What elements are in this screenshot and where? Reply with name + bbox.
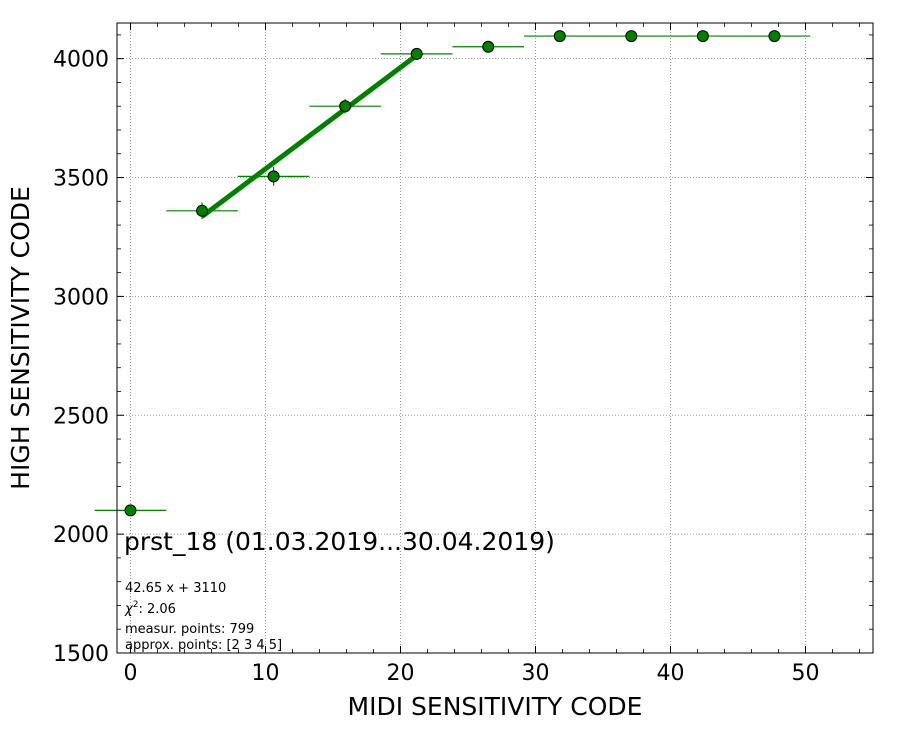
x-tick-label: 10 <box>252 661 280 686</box>
annotation-chi2: χ2: 2.06 <box>124 600 176 617</box>
data-point <box>196 204 209 217</box>
x-tick-label: 30 <box>522 661 550 686</box>
y-tick-label: 3000 <box>53 285 109 310</box>
fit-line <box>200 53 419 219</box>
data-point <box>410 47 423 60</box>
y-tick-label: 3500 <box>53 167 109 192</box>
y-axis-label: HIGH SENSITIVITY CODE <box>6 186 35 490</box>
y-tick-label: 2000 <box>53 523 109 548</box>
annotation-title: prst_18 (01.03.2019...30.04.2019) <box>124 527 555 556</box>
chi2-superscript: 2 <box>133 600 139 610</box>
chi2-value: : 2.06 <box>138 602 175 617</box>
chi2-symbol: χ <box>124 602 134 617</box>
grid <box>117 23 873 653</box>
data-point <box>625 30 638 43</box>
data-point <box>482 40 495 53</box>
error-bars <box>94 35 811 511</box>
data-points <box>124 30 781 517</box>
x-tick-label: 20 <box>387 661 415 686</box>
y-tick-label: 2500 <box>53 404 109 429</box>
annotation-approx-points: approx. points: [2 3 4 5] <box>125 638 282 653</box>
minor-ticks <box>117 23 873 653</box>
data-point <box>696 30 709 43</box>
x-axis-label: MIDI SENSITIVITY CODE <box>348 692 643 721</box>
y-tick-label: 4000 <box>53 48 109 73</box>
x-tick-label: 40 <box>657 661 685 686</box>
data-point <box>553 30 566 43</box>
data-point <box>768 30 781 43</box>
annotation-measur-points: measur. points: 799 <box>125 622 254 637</box>
major-ticks <box>117 23 873 654</box>
data-point <box>124 504 137 517</box>
x-tick-label: 50 <box>792 661 820 686</box>
y-tick-label: 1500 <box>53 642 109 667</box>
data-point <box>339 100 352 113</box>
tick-labels: 0 10 20 30 40 50 1500 2000 2500 3000 3500 4000 <box>53 48 820 686</box>
fit-layer <box>200 53 419 219</box>
x-tick-label: 0 <box>124 661 138 686</box>
data-point <box>267 170 280 183</box>
annotation-equation: 42.65 x + 3110 <box>125 581 226 596</box>
plot-frame <box>116 22 874 654</box>
